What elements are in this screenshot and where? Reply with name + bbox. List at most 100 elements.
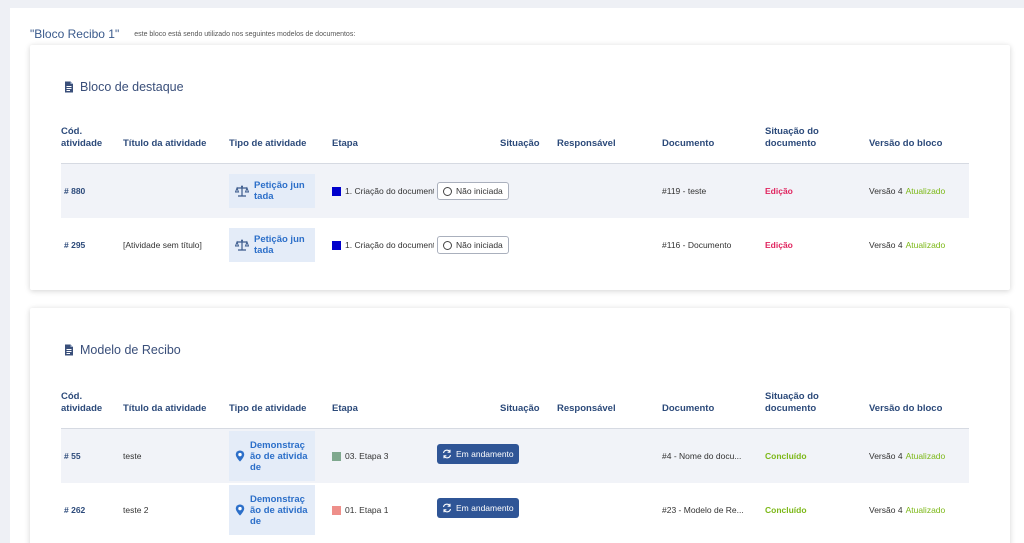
block-version: Versão 4 Atualizado: [869, 164, 945, 218]
version-label: Versão 4: [869, 505, 903, 515]
activity-type-label: Demonstração de atividade: [250, 493, 308, 527]
stage-label: 1. Criação do documento: [345, 240, 434, 250]
header-titulo: Título da atividade: [123, 138, 207, 149]
location-icon: [235, 450, 250, 462]
document-status: Concluído: [765, 451, 807, 461]
block-version: Versão 4 Atualizado: [869, 483, 945, 537]
stage-color-swatch: [332, 451, 341, 461]
circle-icon: [443, 186, 452, 196]
activity-title: [Atividade sem título]: [123, 240, 202, 250]
activity-type-label: Demonstração de atividade: [250, 439, 308, 473]
activity-code[interactable]: # 295: [64, 240, 86, 250]
circle-icon: [443, 240, 452, 250]
header-documento: Documento: [662, 138, 715, 149]
status-label: Em andamento: [456, 449, 514, 459]
stage-label: 1. Criação do documento: [345, 186, 434, 196]
version-status: Atualizado: [905, 240, 946, 250]
document-icon: [64, 344, 80, 356]
header-documento: Documento: [662, 403, 715, 414]
header-versao: Versão do bloco: [869, 138, 943, 149]
stage: 1. Criação do documento: [332, 164, 434, 218]
document-icon: [64, 81, 80, 93]
version-label: Versão 4: [869, 186, 903, 196]
document-status: Edição: [765, 186, 793, 196]
block-title: "Bloco Recibo 1": [30, 27, 120, 41]
stage: 03. Etapa 3: [332, 429, 434, 483]
version-status: Atualizado: [905, 186, 946, 196]
status-label: Não iniciada: [456, 240, 503, 250]
scale-icon: [235, 239, 254, 251]
document-link[interactable]: #116 - Documento: [662, 240, 732, 250]
location-icon: [235, 504, 250, 516]
activity-type-tag: Demonstração de atividade: [229, 485, 315, 535]
section-title: Modelo de Recibo: [64, 343, 181, 357]
activity-table: Cód. atividade Título da atividade Tipo de…: [61, 387, 969, 537]
block-subtitle: este bloco está sendo utilizado nos segu…: [134, 31, 356, 38]
document-status: Concluído: [765, 505, 807, 515]
table-header: Cód. atividade Título da atividade Tipo de…: [61, 122, 969, 164]
header-cod: Cód. atividade: [61, 391, 103, 414]
version-status: Atualizado: [905, 451, 946, 461]
stage-label: 01. Etapa 1: [345, 505, 389, 515]
version-label: Versão 4: [869, 240, 903, 250]
header-situacao-doc: Situação do documento: [765, 391, 819, 414]
header-situacao: Situação: [500, 403, 540, 414]
stage-color-swatch: [332, 186, 341, 196]
status-badge[interactable]: Não iniciada: [437, 182, 509, 200]
header-versao: Versão do bloco: [869, 403, 943, 414]
table-row[interactable]: # 295 [Atividade sem título] Petição junta…: [61, 218, 969, 272]
block-version: Versão 4 Atualizado: [869, 218, 945, 272]
activity-title: teste 2: [123, 505, 149, 515]
table-row[interactable]: # 262 teste 2 Demonstração de atividade 01.…: [61, 483, 969, 537]
status-label: Não iniciada: [456, 186, 503, 196]
header-tipo: Tipo de atividade: [229, 403, 307, 414]
stage-color-swatch: [332, 505, 341, 515]
status-badge[interactable]: Em andamento: [437, 444, 519, 464]
table-header: Cód. atividade Título da atividade Tipo de…: [61, 387, 969, 429]
stage-color-swatch: [332, 240, 341, 250]
section-title-text: Modelo de Recibo: [80, 343, 181, 357]
header-cod: Cód. atividade: [61, 126, 103, 149]
activity-type-tag: Petição juntada: [229, 228, 315, 262]
version-label: Versão 4: [869, 451, 903, 461]
sync-icon: [442, 449, 456, 459]
section-card: Bloco de destaque Cód. atividade Título da…: [30, 45, 1010, 290]
activity-type-tag: Petição juntada: [229, 174, 315, 208]
header-titulo: Título da atividade: [123, 403, 207, 414]
activity-table: Cód. atividade Título da atividade Tipo de…: [61, 122, 969, 272]
activity-type-tag: Demonstração de atividade: [229, 431, 315, 481]
block-version: Versão 4 Atualizado: [869, 429, 945, 483]
activity-code[interactable]: # 262: [64, 505, 86, 515]
stage: 1. Criação do documento: [332, 218, 434, 272]
header-etapa: Etapa: [332, 403, 358, 414]
status-label: Em andamento: [456, 503, 514, 513]
table-row[interactable]: # 880 Petição juntada 1. Criação do docume…: [61, 164, 969, 218]
sync-icon: [442, 503, 456, 513]
version-status: Atualizado: [905, 505, 946, 515]
activity-type-label: Petição juntada: [254, 234, 305, 256]
document-status: Edição: [765, 240, 793, 250]
activity-type-label: Petição juntada: [254, 180, 305, 202]
activity-code[interactable]: # 880: [64, 186, 86, 196]
document-link[interactable]: #23 - Modelo de Re...: [662, 505, 744, 515]
section-card: Modelo de Recibo Cód. atividade Título da …: [30, 308, 1010, 543]
header-responsavel: Responsável: [557, 138, 616, 149]
block-header: "Bloco Recibo 1" este bloco está sendo u…: [30, 27, 355, 41]
header-situacao: Situação: [500, 138, 540, 149]
activity-code[interactable]: # 55: [64, 451, 81, 461]
stage: 01. Etapa 1: [332, 483, 434, 537]
section-title-text: Bloco de destaque: [80, 80, 184, 94]
document-link[interactable]: #4 - Nome do docu...: [662, 451, 742, 461]
header-etapa: Etapa: [332, 138, 358, 149]
document-link[interactable]: #119 - teste: [662, 186, 707, 196]
status-badge[interactable]: Não iniciada: [437, 236, 509, 254]
status-badge[interactable]: Em andamento: [437, 498, 519, 518]
table-row[interactable]: # 55 teste Demonstração de atividade 03. Et…: [61, 429, 969, 483]
section-title: Bloco de destaque: [64, 80, 184, 94]
header-situacao-doc: Situação do documento: [765, 126, 819, 149]
scale-icon: [235, 185, 254, 197]
activity-title: teste: [123, 451, 142, 461]
header-tipo: Tipo de atividade: [229, 138, 307, 149]
header-responsavel: Responsável: [557, 403, 616, 414]
stage-label: 03. Etapa 3: [345, 451, 389, 461]
